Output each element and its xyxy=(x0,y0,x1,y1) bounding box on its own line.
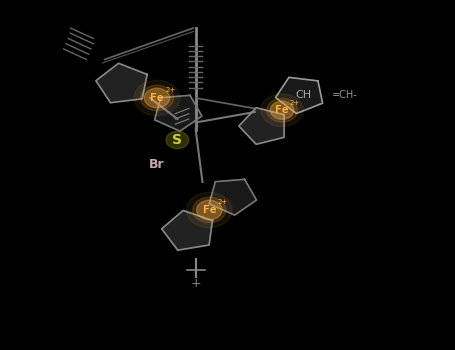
Text: 2+: 2+ xyxy=(290,100,300,106)
Circle shape xyxy=(267,98,298,122)
Polygon shape xyxy=(96,63,147,103)
Text: Br: Br xyxy=(149,158,165,171)
Polygon shape xyxy=(209,179,257,215)
Text: S: S xyxy=(172,133,182,147)
Circle shape xyxy=(261,94,303,127)
Text: 2+: 2+ xyxy=(218,199,228,205)
Text: Fe: Fe xyxy=(150,93,164,103)
Polygon shape xyxy=(276,77,323,113)
Circle shape xyxy=(270,101,294,119)
Polygon shape xyxy=(162,210,212,250)
Circle shape xyxy=(197,200,222,220)
Circle shape xyxy=(193,197,226,223)
Polygon shape xyxy=(239,108,284,144)
Circle shape xyxy=(141,85,173,111)
Circle shape xyxy=(144,88,170,108)
Circle shape xyxy=(134,80,180,116)
Text: +: + xyxy=(190,277,201,290)
Text: Fe: Fe xyxy=(202,205,216,215)
Polygon shape xyxy=(155,95,202,131)
Text: Fe: Fe xyxy=(275,105,289,115)
Text: 2+: 2+ xyxy=(166,87,176,93)
Text: =CH-: =CH- xyxy=(332,90,358,99)
Text: CH: CH xyxy=(296,90,312,99)
Circle shape xyxy=(187,193,232,228)
Circle shape xyxy=(166,131,189,149)
